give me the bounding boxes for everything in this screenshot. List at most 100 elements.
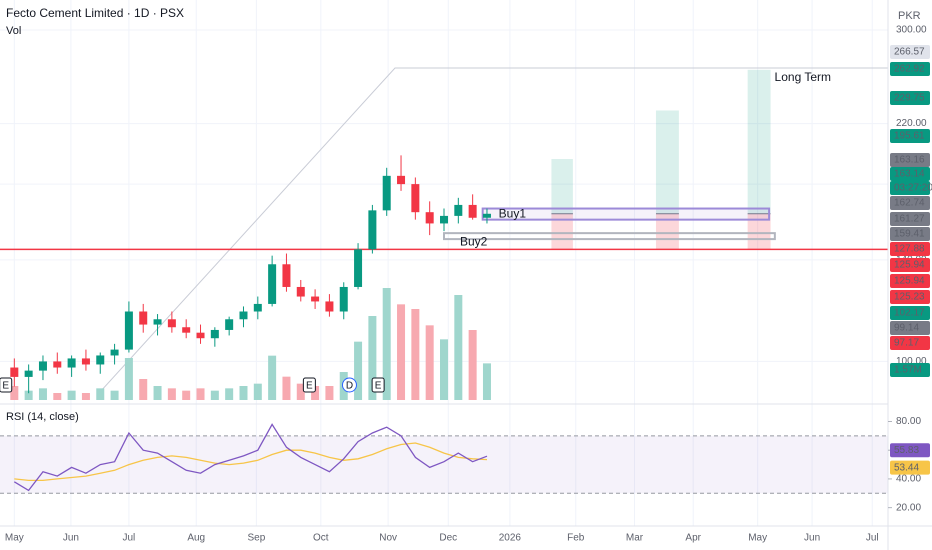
volume-bar (239, 386, 248, 400)
volume-bar (454, 295, 463, 400)
candle-body (397, 175, 406, 185)
price-tag-label: 159.41 (894, 229, 925, 240)
x-tick-label: Oct (313, 533, 329, 544)
rsi-band (0, 435, 888, 494)
axes: 300.00220.00180.00140.00100.00MayJunJulA… (5, 25, 932, 544)
candle-body (339, 286, 348, 312)
candle-body (482, 213, 491, 218)
x-tick-label: Jul (123, 533, 136, 544)
volume-bar (124, 358, 133, 400)
candle-body (440, 215, 448, 224)
candle-body (354, 249, 363, 287)
candle-body (10, 367, 19, 377)
marks: Long Term Buy1 Buy2 E E D E (0, 69, 888, 492)
candle-body (96, 355, 105, 365)
volume-bar (425, 325, 434, 400)
volume-bar (325, 386, 334, 400)
volume-bar (225, 388, 234, 400)
volume-bar (397, 304, 406, 400)
candle-body (67, 358, 76, 368)
candle-body (411, 184, 420, 213)
volume-bar (440, 339, 448, 400)
volume-bar (311, 386, 320, 400)
price-tag (890, 242, 930, 256)
volume-bar (468, 330, 477, 400)
candle-body (53, 361, 62, 368)
price-tag (890, 153, 930, 167)
candle-body (182, 327, 191, 333)
stop-zone (747, 213, 771, 250)
volume-bar (167, 388, 176, 400)
price-tag-label: 97.17 (894, 338, 919, 349)
rsi-title: RSI (14, close) (6, 411, 79, 423)
price-tag (890, 321, 930, 335)
candle-body (225, 319, 234, 330)
buy-zone (481, 207, 771, 221)
price-tag-label: 266.57 (894, 47, 925, 58)
price-tag-label: 162.74 (894, 198, 925, 209)
x-tick-label: Jun (63, 533, 79, 544)
rsi-tick-label: 40.00 (896, 474, 921, 485)
x-tick-label: Apr (685, 533, 701, 544)
candle-body (124, 311, 133, 350)
price-tag-label: 125.94 (894, 260, 925, 271)
target-zone (655, 110, 679, 214)
x-tick-label: Feb (567, 533, 585, 544)
price-tag (890, 274, 930, 288)
volume-bar (282, 376, 291, 400)
price-tag (890, 227, 930, 241)
volume-bar (296, 383, 305, 400)
buy-zone (443, 232, 776, 241)
price-tag (890, 91, 930, 105)
stop-zone (655, 213, 679, 250)
volume-bar (253, 383, 262, 400)
x-tick-label: Aug (187, 533, 205, 544)
position-label: Long Term (775, 70, 831, 84)
trend-drawing (99, 67, 888, 393)
chart-title: Fecto Cement Limited · 1D · PSX (6, 6, 184, 20)
candle-body (110, 349, 119, 356)
rsi-value-label: 53.44 (894, 462, 919, 473)
x-tick-label: Mar (626, 533, 644, 544)
stop-zone (551, 213, 573, 250)
price-tag (890, 336, 930, 350)
volume-bar (24, 390, 33, 400)
candle-body (167, 319, 176, 328)
volume-bar (196, 388, 205, 400)
price-tag-label: 161.27 (894, 214, 925, 225)
event-label: D (346, 381, 353, 392)
zone-label: Buy1 (499, 206, 527, 220)
volume-bar (153, 386, 162, 400)
event-label: E (375, 381, 382, 392)
candle-body (253, 303, 262, 312)
event-label: E (306, 381, 313, 392)
candle-body (468, 204, 477, 218)
volume-bar (10, 386, 19, 400)
price-tag-label: 127.88 (894, 244, 925, 255)
volume-bar (368, 316, 377, 400)
volume-bar (411, 309, 420, 400)
candle-body (38, 361, 47, 371)
event-label: E (2, 381, 9, 392)
event-marker (302, 377, 316, 393)
x-tick-label: Jul (866, 533, 879, 544)
candle-body (325, 301, 334, 312)
price-tag-label: 163.16 (894, 155, 925, 166)
rsi-value-label: 55.83 (894, 445, 919, 456)
price-tag (890, 45, 930, 59)
y-tick-label: 300.00 (896, 25, 927, 36)
volume-bar (354, 341, 363, 400)
price-tag (890, 306, 930, 320)
candle-body (139, 311, 148, 325)
x-tick-label: Dec (439, 533, 457, 544)
volume-bar (110, 390, 119, 400)
volume-bar (67, 390, 76, 400)
x-tick-label: Sep (247, 533, 265, 544)
candle-body (24, 370, 33, 377)
target-zone (551, 159, 573, 214)
price-tag-label: 195.61 (894, 131, 925, 142)
x-tick-label: May (5, 533, 24, 544)
rsi-value-tag (890, 443, 930, 458)
zone-label: Buy2 (460, 234, 488, 248)
candle-body (296, 286, 305, 297)
